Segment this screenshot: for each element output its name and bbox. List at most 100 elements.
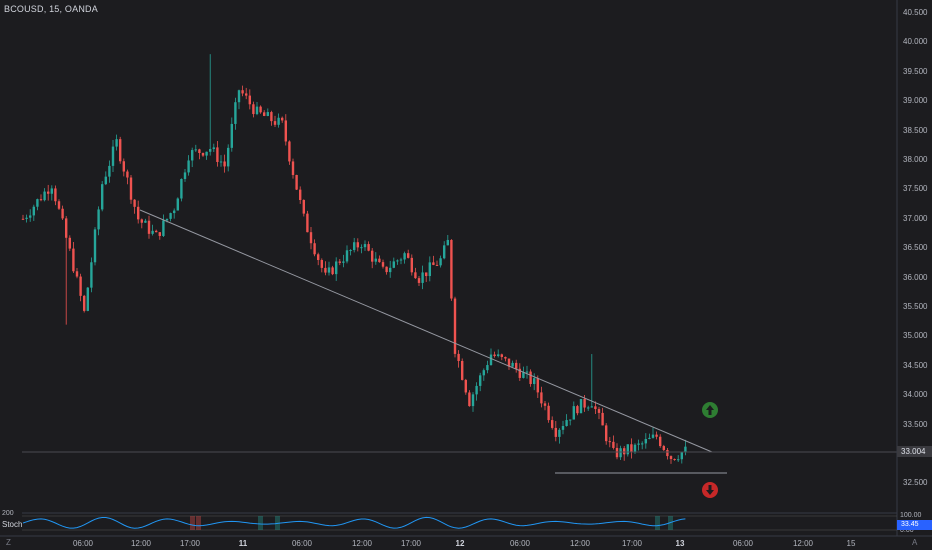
candle-body xyxy=(39,199,43,201)
arrow-up-circle-icon[interactable] xyxy=(702,402,718,418)
candle-body xyxy=(605,425,608,442)
candle-body xyxy=(554,427,557,437)
candle-body xyxy=(25,217,28,219)
candle-body xyxy=(83,295,86,311)
candle-body xyxy=(223,161,226,167)
candle-body xyxy=(306,213,309,233)
candle-body xyxy=(378,258,381,263)
candle-body xyxy=(47,191,50,194)
candle-body xyxy=(558,429,561,437)
candle-body xyxy=(446,239,449,246)
candle-body xyxy=(140,219,143,223)
candle-body xyxy=(29,215,32,218)
candle-body xyxy=(471,394,475,407)
candle-body xyxy=(230,123,233,148)
candle-body xyxy=(331,267,334,275)
candle-body xyxy=(212,147,215,150)
candle-body xyxy=(468,392,471,407)
candle-body xyxy=(439,258,442,266)
time-axis-label: 12:00 xyxy=(351,539,373,548)
candle-body xyxy=(529,371,532,385)
candle-body xyxy=(515,362,518,369)
candle-body xyxy=(219,161,223,163)
candle-body xyxy=(626,444,629,455)
price-axis-label: 33.500 xyxy=(903,419,928,429)
candle-body xyxy=(623,448,626,455)
oscillator-name[interactable]: Stoch xyxy=(2,520,23,529)
candle-body xyxy=(43,191,46,201)
candle-body xyxy=(115,139,118,147)
time-axis-label: 06:00 xyxy=(509,539,531,548)
candle-body xyxy=(374,258,377,262)
candle-body xyxy=(234,102,237,124)
candle-body xyxy=(194,149,197,151)
arrow-down-circle-icon[interactable] xyxy=(702,482,718,498)
oscillator-left-level: 200 xyxy=(2,510,14,517)
candle-body xyxy=(32,206,35,216)
candle-body xyxy=(497,354,500,357)
candle-body xyxy=(205,151,208,156)
candle-body xyxy=(367,244,370,251)
candle-body xyxy=(133,199,136,207)
timezone-button[interactable]: Z xyxy=(6,538,11,547)
candle-body xyxy=(479,375,482,386)
candle-body xyxy=(216,147,219,162)
candle-body xyxy=(320,260,323,268)
time-axis-label: 06:00 xyxy=(291,539,313,548)
candle-body xyxy=(662,446,665,450)
candle-body xyxy=(252,104,255,115)
candle-body xyxy=(443,245,446,259)
candle-body xyxy=(385,266,388,273)
auto-scale-button[interactable]: A xyxy=(912,538,918,547)
candle-body xyxy=(104,176,107,185)
oscillator-zone-bar xyxy=(655,516,660,530)
oscillator-level-low: 0.00 xyxy=(900,527,914,534)
oscillator-level-high: 100.00 xyxy=(900,512,922,519)
candle-body xyxy=(644,439,647,444)
candle-body xyxy=(183,172,187,179)
candle-body xyxy=(407,253,410,258)
oscillator-zone-bar xyxy=(196,516,201,530)
price-axis-label: 35.000 xyxy=(903,331,928,341)
price-axis-label: 34.500 xyxy=(903,360,928,370)
trendline[interactable] xyxy=(139,209,713,453)
time-axis-label: 12:00 xyxy=(569,539,591,548)
candle-body xyxy=(381,262,385,267)
candle-body xyxy=(410,257,413,273)
candle-body xyxy=(36,199,39,207)
candle-body xyxy=(601,412,604,426)
candle-body xyxy=(97,209,100,230)
candle-body xyxy=(464,379,467,393)
candle-body xyxy=(486,365,489,371)
candle-body xyxy=(457,353,460,361)
candle-body xyxy=(500,354,503,357)
candle-body xyxy=(68,237,71,249)
candle-body xyxy=(162,220,165,236)
candle-body xyxy=(266,112,269,116)
symbol-title[interactable]: BCOUSD, 15, OANDA xyxy=(4,4,98,14)
candle-body xyxy=(90,262,93,288)
candle-body xyxy=(572,406,575,420)
candle-body xyxy=(255,106,259,115)
price-axis-label: 36.000 xyxy=(903,272,928,282)
candle-body xyxy=(587,407,590,409)
price-axis-label: 32.500 xyxy=(903,478,928,488)
candle-body xyxy=(533,378,536,385)
candle-body xyxy=(324,267,327,273)
candle-body xyxy=(565,420,568,427)
candle-body xyxy=(259,106,262,113)
candle-body xyxy=(93,229,97,263)
candle-body xyxy=(482,370,485,376)
candle-body xyxy=(363,244,367,248)
candle-body xyxy=(648,437,651,440)
time-axis-label: 17:00 xyxy=(400,539,422,548)
oscillator-zone-bar xyxy=(258,516,263,530)
candle-body xyxy=(277,117,280,125)
candle-body xyxy=(432,262,435,265)
candle-body xyxy=(209,149,212,152)
candle-body xyxy=(507,358,511,367)
candle-body xyxy=(597,409,601,413)
candle-body xyxy=(57,201,61,209)
